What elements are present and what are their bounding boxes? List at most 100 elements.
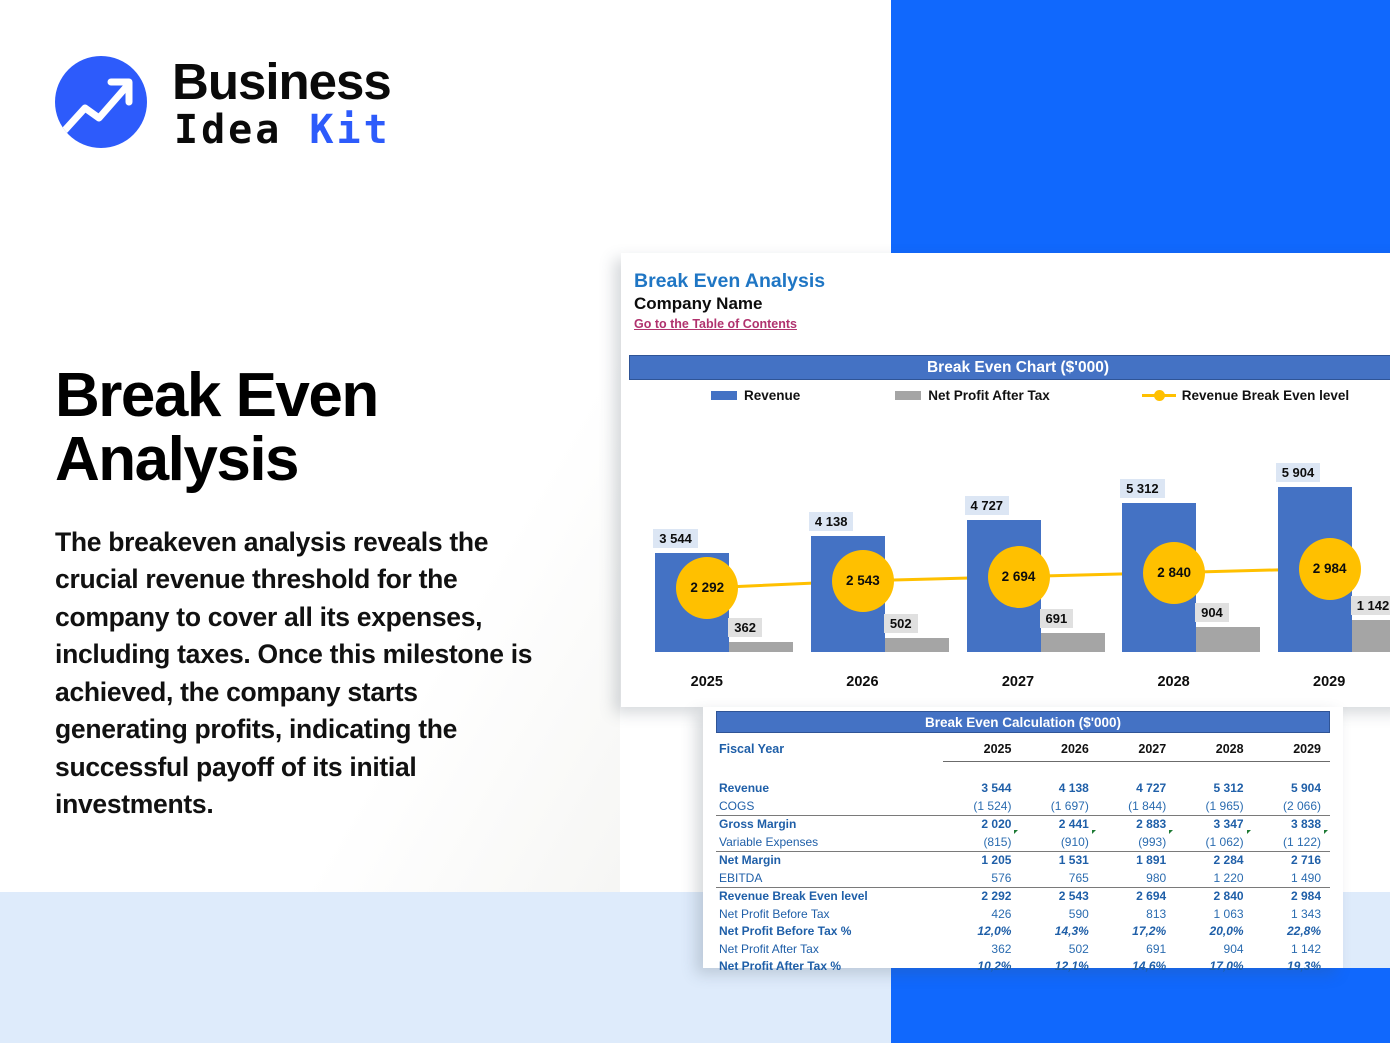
row-label: Net Profit Before Tax % xyxy=(719,924,852,939)
brand-word-business-text: Business xyxy=(172,53,392,110)
row-value-2028: (1 965) xyxy=(1205,798,1244,813)
chart-legend: Revenue Net Profit After Tax Revenue Bre… xyxy=(629,384,1390,406)
brand-word-kit: Kit xyxy=(309,107,391,153)
column-header-2026: 2026 xyxy=(1020,737,1098,762)
row-value-2025: 2 020 xyxy=(943,814,1021,833)
brand-word-ideakit: Idea Kit xyxy=(174,108,391,152)
table-title-text: Break Even Calculation ($'000) xyxy=(924,714,1122,730)
row-value-2029: 1 343 xyxy=(1290,906,1321,921)
row-value-2028: 2 284 xyxy=(1175,850,1253,869)
row-value-2027: 4 727 xyxy=(1136,781,1167,796)
row-value-2029: 1 490 xyxy=(1290,870,1321,885)
row-value-2027: 2 883 xyxy=(1097,814,1176,833)
table-row: Net Margin 1 205 1 531 1 891 2 284 2 716 xyxy=(716,850,1330,869)
background-block-top-right xyxy=(891,0,1390,262)
row-label: Gross Margin xyxy=(716,814,944,833)
break-even-marker-2028[interactable]: 2 840 xyxy=(1143,541,1206,604)
row-label: EBITDA xyxy=(719,870,763,885)
row-value-2027: (993) xyxy=(1098,830,1175,851)
row-value-2025: 362 xyxy=(991,941,1012,956)
background-sheen xyxy=(0,0,620,892)
column-header-2028: 2028 xyxy=(1175,737,1253,762)
break-even-marker-2026[interactable]: 2 543 xyxy=(831,549,894,612)
row-value-2027: 17,2% xyxy=(1132,924,1167,939)
row-value-2029: 2 716 xyxy=(1252,850,1330,869)
table-row: COGS (1 524) (1 697) (1 844) (1 965) (2 066) xyxy=(716,797,1330,815)
legend-item-revenue[interactable]: Revenue xyxy=(711,388,800,403)
comment-flag-icon xyxy=(1014,830,1019,834)
table-row: Gross Margin 2 020 2 441 2 883 3 347 3 838 xyxy=(716,814,1330,833)
row-value-2026: 2 441 xyxy=(1020,814,1098,833)
data-label-npat-2027: 691 xyxy=(1039,608,1074,628)
data-label-npat-2028: 904 xyxy=(1195,602,1229,622)
row-value-2027: (1 844) xyxy=(1128,798,1167,813)
row-value-2028: 2 840 xyxy=(1175,886,1253,905)
row-value-2028: 5 312 xyxy=(1213,781,1244,796)
legend-label-break-even: Revenue Break Even level xyxy=(1181,387,1350,403)
table-title-bar: Break Even Calculation ($'000) xyxy=(716,711,1330,733)
row-label: Net Margin xyxy=(716,850,944,869)
background-block-bottom-right xyxy=(891,968,1390,1043)
comment-flag-icon xyxy=(1091,830,1096,834)
break-even-calculation-card: Break Even Calculation ($'000) Fiscal Ye… xyxy=(703,707,1343,973)
data-label-npat-2026: 502 xyxy=(883,613,918,633)
bar-net-profit-after-tax-2028[interactable] xyxy=(1196,626,1261,652)
row-value-2025: 576 xyxy=(991,870,1012,885)
table-row: EBITDA 576 765 980 1 220 1 490 xyxy=(716,869,1330,887)
x-axis-label-2027: 2027 xyxy=(1001,674,1035,690)
row-value-2029: 19,3% xyxy=(1286,959,1321,974)
column-header-2029: 2029 xyxy=(1252,737,1330,762)
bar-net-profit-after-tax-2027[interactable] xyxy=(1040,632,1105,652)
row-label: Net Profit After Tax % xyxy=(719,959,842,974)
row-value-2027: 980 xyxy=(1146,870,1167,885)
bar-net-profit-after-tax-2029[interactable] xyxy=(1351,620,1390,652)
row-value-2028: 904 xyxy=(1223,941,1244,956)
row-value-2025: 426 xyxy=(991,906,1012,921)
data-label-revenue-2027: 4 727 xyxy=(964,495,1010,515)
chart-title-text: Break Even Chart ($'000) xyxy=(926,358,1110,376)
row-value-2026: 590 xyxy=(1068,906,1089,921)
table-of-contents-link[interactable]: Go to the Table of Contents xyxy=(634,317,797,331)
row-value-2026: 502 xyxy=(1068,941,1089,956)
row-value-2028: 3 347 xyxy=(1175,814,1253,833)
legend-label-npat: Net Profit After Tax xyxy=(928,387,1050,403)
table-row: Variable Expenses (815) (910) (993) (1 062)(… xyxy=(716,830,1330,851)
data-label-npat-2025: 362 xyxy=(728,617,762,637)
table-row: Revenue Break Even level 2 292 2 543 2 694 2… xyxy=(716,886,1330,905)
legend-swatch-npat-icon xyxy=(895,390,922,400)
row-value-2026: (1 697) xyxy=(1050,798,1089,813)
comment-flag-icon xyxy=(1169,830,1174,834)
row-value-2025: 2 292 xyxy=(943,886,1021,905)
legend-item-break-even-level[interactable]: Revenue Break Even level xyxy=(1141,387,1350,403)
row-value-2028: 1 220 xyxy=(1213,870,1244,885)
sheet-header: Break Even Analysis Company Name Go to t… xyxy=(634,269,825,333)
table-row: Net Profit After Tax 362 502 691 904 1 142 xyxy=(716,940,1330,958)
legend-label-revenue: Revenue xyxy=(744,387,801,403)
table-row: Net Profit Before Tax % 12,0% 14,3% 17,2% 20… xyxy=(716,923,1330,941)
table-row: Net Profit Before Tax 426 590 813 1 063 1 343 xyxy=(716,905,1330,923)
row-value-2027: 14,6% xyxy=(1132,959,1167,974)
page-body-text: The breakeven analysis reveals the cruci… xyxy=(55,526,533,820)
row-label: Net Profit After Tax xyxy=(719,941,819,956)
break-even-marker-2027[interactable]: 2 694 xyxy=(987,545,1050,608)
bar-net-profit-after-tax-2025[interactable] xyxy=(729,641,794,652)
legend-swatch-revenue-icon xyxy=(711,390,737,400)
data-label-npat-2029: 1 142 xyxy=(1350,596,1390,616)
legend-item-net-profit-after-tax[interactable]: Net Profit After Tax xyxy=(895,388,1050,403)
brand-word-business: Business xyxy=(172,53,392,110)
table-spacer-row xyxy=(716,762,1330,780)
row-value-2026: 4 138 xyxy=(1058,781,1089,796)
growth-arrow-circle-icon xyxy=(55,56,147,148)
break-even-marker-2025[interactable]: 2 292 xyxy=(676,556,739,619)
column-header-2025: 2025 xyxy=(943,737,1021,762)
row-value-2028: 20,0% xyxy=(1209,924,1244,939)
sheet-company-name: Company Name xyxy=(634,294,763,313)
row-value-2025: (1 524) xyxy=(973,798,1012,813)
row-label: Revenue Break Even level xyxy=(716,886,944,905)
data-label-revenue-2026: 4 138 xyxy=(808,512,854,532)
row-label: Variable Expenses xyxy=(719,834,819,849)
row-value-2025: 1 205 xyxy=(943,850,1021,869)
row-value-2029: (1 122) xyxy=(1253,830,1330,851)
break-even-marker-2029[interactable]: 2 984 xyxy=(1298,537,1361,600)
bar-net-profit-after-tax-2026[interactable] xyxy=(884,637,949,652)
